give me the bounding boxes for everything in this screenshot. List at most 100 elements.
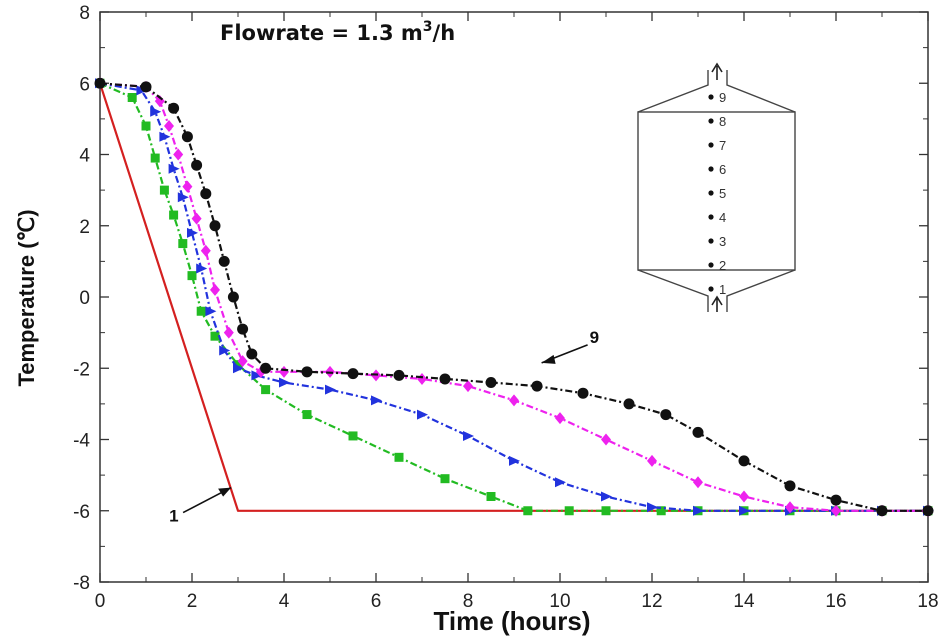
series-0 [98,82,928,512]
data-point [485,377,497,388]
data-point [168,163,180,174]
chart-title-main: Flowrate = 1.3 m [220,21,423,45]
sensor-label: 1 [719,282,726,297]
series-line-4 [99,82,928,512]
sensor-label: 5 [719,186,726,201]
y-tick-label: -6 [73,502,90,523]
data-point [178,239,188,249]
y-tick-label: -4 [73,431,90,452]
data-point [463,380,473,393]
sensor-point [708,142,714,148]
sensor-point [708,94,714,100]
y-tick-label: 4 [79,146,90,167]
data-point [177,192,189,203]
data-point [200,244,211,257]
diagram-top-cone-right [726,70,796,113]
x-tick-label: 2 [187,591,198,612]
data-point [233,363,244,374]
diagram-body [637,111,796,271]
data-point [693,505,704,516]
x-tick-label: 0 [95,591,106,612]
diagram-inlet-arrow [711,295,723,312]
data-point [140,81,152,93]
data-point [127,93,137,102]
data-point [218,255,230,267]
y-tick-label: -2 [73,359,90,380]
data-point [94,77,106,89]
y-axis-title: Temperature (℃) [14,209,39,386]
series-2 [95,78,934,516]
data-point [692,426,704,438]
data-point [531,380,543,392]
data-point [831,504,841,517]
sensor-position-diagram: 9 8 7 6 5 4 3 2 1 [637,62,796,312]
data-point [463,430,474,441]
data-point [237,355,248,368]
data-point [246,348,258,360]
data-point [141,121,151,131]
diagram-sensor-points: 9 8 7 6 5 4 3 2 1 [708,90,726,297]
diagram-bottom-cone [637,269,709,312]
data-point [205,306,217,317]
x-axis-ticks [99,12,929,582]
data-point [555,477,566,488]
x-tick-label: 10 [549,591,570,612]
diagram-bottom-cone-right [726,269,796,312]
series-line-3 [99,82,928,512]
data-point [486,492,496,501]
y-tick-label: 8 [79,3,90,24]
data-point [181,131,193,143]
data-point [347,368,359,380]
data-point [601,433,611,446]
data-point [325,384,336,395]
y-axis-ticks [100,11,928,583]
data-point [209,220,221,232]
data-point [251,370,263,381]
data-point [394,452,404,462]
sensor-label: 9 [719,90,726,105]
data-point [739,490,749,503]
data-point [279,365,289,378]
y-axis-tick-labels: 8 6 4 2 0 -2 -4 -6 -8 [73,3,90,594]
data-point [555,412,565,425]
data-point [196,306,206,316]
data-point [200,188,212,200]
x-axis-title: Time (hours) [434,606,591,636]
data-point [656,506,666,516]
data-point [623,398,635,410]
data-point [876,505,888,517]
data-point [302,410,312,420]
y-tick-label: 6 [79,74,90,95]
annotation-arrowhead [218,487,232,497]
data-point [564,506,574,516]
data-point [523,506,533,516]
data-point [279,377,290,388]
data-point [191,159,203,171]
x-tick-label: 16 [825,591,846,612]
data-point [417,409,428,420]
data-point [223,326,234,339]
sensor-point [708,166,714,172]
data-point [227,291,239,303]
data-point [922,505,934,517]
y-tick-label: 2 [79,217,90,238]
data-point [187,227,198,238]
x-tick-label: 4 [279,591,290,612]
sensor-point [708,262,714,268]
data-point [417,372,427,385]
data-point [237,323,249,335]
sensor-label: 3 [719,234,726,249]
data-point [159,185,169,195]
data-point [647,454,657,467]
data-point [601,506,611,516]
data-point [393,369,405,381]
data-point [601,491,612,502]
data-point [509,455,520,466]
data-point [159,131,171,142]
data-point [660,409,672,421]
sensor-label: 4 [719,210,726,225]
data-point [647,502,658,513]
series-1 [95,78,933,516]
sensor-label: 2 [719,258,726,273]
